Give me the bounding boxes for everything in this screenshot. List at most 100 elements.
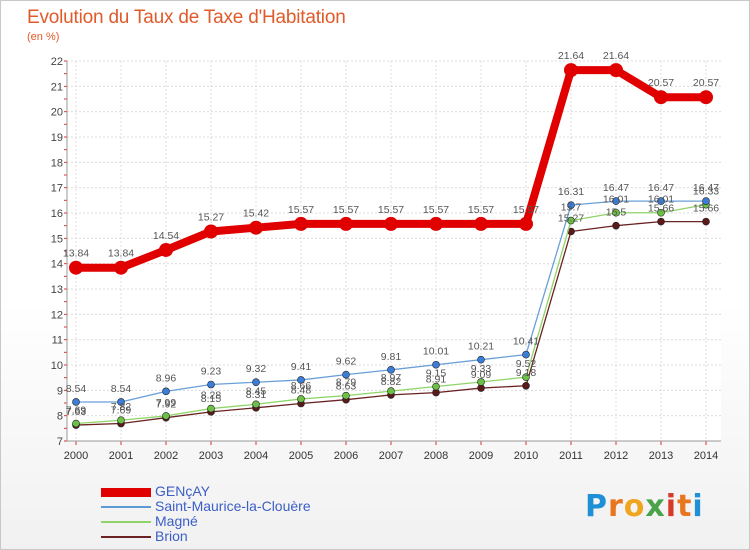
data-label: 10.21 bbox=[468, 341, 494, 353]
data-point bbox=[72, 419, 80, 428]
data-label: 9.15 bbox=[426, 368, 447, 380]
data-point bbox=[252, 400, 260, 409]
y-tick-label: 17 bbox=[51, 183, 63, 195]
x-tick-label: 2001 bbox=[109, 450, 133, 462]
data-label: 8.63 bbox=[336, 381, 357, 393]
data-label: 8.48 bbox=[291, 385, 312, 397]
x-tick-label: 2008 bbox=[424, 450, 448, 462]
data-point bbox=[384, 216, 398, 231]
y-tick-label: 20 bbox=[51, 107, 63, 119]
data-label: 21.64 bbox=[603, 50, 629, 62]
data-point bbox=[522, 381, 530, 390]
data-label: 8.15 bbox=[201, 393, 222, 405]
data-point bbox=[72, 398, 80, 406]
data-label: 8.54 bbox=[111, 383, 132, 395]
data-point bbox=[432, 382, 440, 391]
data-label: 20.57 bbox=[693, 77, 719, 89]
data-label: 15.57 bbox=[468, 204, 494, 216]
data-point bbox=[699, 90, 713, 105]
data-label: 16.01 bbox=[603, 194, 629, 206]
x-tick-label: 2000 bbox=[64, 450, 88, 462]
data-point bbox=[387, 387, 395, 395]
data-label: 7.69 bbox=[66, 405, 87, 417]
data-label: 8.96 bbox=[156, 372, 177, 384]
data-point bbox=[474, 216, 488, 231]
data-label: 8.79 bbox=[336, 377, 357, 389]
data-point bbox=[162, 387, 170, 396]
line-chart: 7 8 9 10 11 12 13 14 15 16 17 18 19 20 21 22 2000 2001 200… bbox=[51, 50, 721, 462]
data-point bbox=[204, 224, 218, 239]
logo-letter: i bbox=[665, 489, 678, 524]
data-label: 15.42 bbox=[243, 208, 269, 220]
y-tick-label: 15 bbox=[51, 233, 63, 245]
data-label: 9.41 bbox=[291, 361, 312, 373]
logo-letter: P bbox=[585, 489, 608, 524]
logo-letter: i bbox=[692, 489, 704, 524]
legend-swatch bbox=[101, 487, 151, 497]
legend-label: Magné bbox=[155, 513, 198, 529]
data-label: 8.28 bbox=[201, 390, 222, 402]
data-label: 15.5 bbox=[606, 207, 627, 219]
chart-subtitle: (en %) bbox=[27, 31, 60, 43]
data-point bbox=[207, 404, 215, 413]
data-point bbox=[657, 217, 665, 226]
chart-title: Evolution du Taux de Taxe d'Habitation bbox=[27, 7, 346, 28]
data-label: 9.32 bbox=[246, 363, 267, 375]
x-tick-label: 2003 bbox=[199, 450, 223, 462]
logo-letter: o bbox=[623, 489, 646, 524]
y-tick-label: 13 bbox=[51, 284, 63, 296]
data-label: 8.54 bbox=[66, 383, 87, 395]
data-point bbox=[564, 63, 578, 78]
data-point bbox=[702, 217, 710, 226]
data-point bbox=[612, 208, 620, 217]
data-point bbox=[162, 412, 170, 420]
data-point bbox=[477, 378, 485, 386]
logo-letter: x bbox=[645, 489, 666, 524]
data-label: 9.18 bbox=[516, 367, 537, 379]
x-tick-label: 2013 bbox=[649, 450, 673, 462]
legend-swatch bbox=[101, 536, 151, 538]
data-label: 7.92 bbox=[156, 399, 177, 411]
data-label: 16.33 bbox=[693, 186, 719, 198]
data-label: 8.66 bbox=[291, 380, 312, 392]
data-label: 7.82 bbox=[111, 401, 132, 413]
y-tick-label: 14 bbox=[51, 259, 63, 271]
data-label: 9.09 bbox=[471, 369, 492, 381]
data-point bbox=[249, 220, 263, 235]
y-tick-label: 11 bbox=[52, 335, 63, 347]
data-label: 15.57 bbox=[378, 204, 404, 216]
legend-label: GENçAY bbox=[155, 483, 210, 499]
data-point bbox=[297, 395, 305, 403]
y-tick-label: 19 bbox=[51, 132, 63, 144]
data-label: 9.52 bbox=[516, 358, 537, 370]
data-label: 8.82 bbox=[381, 376, 402, 388]
legend-swatch bbox=[101, 521, 151, 523]
data-label: 15.27 bbox=[558, 212, 584, 224]
data-point bbox=[114, 260, 128, 275]
x-tick-label: 2007 bbox=[379, 450, 403, 462]
data-point bbox=[297, 376, 305, 384]
data-label: 10.41 bbox=[513, 336, 539, 348]
data-point bbox=[159, 242, 173, 257]
data-label: 15.27 bbox=[198, 211, 224, 223]
x-tick-label: 2006 bbox=[334, 450, 358, 462]
data-label: 15.57 bbox=[423, 204, 449, 216]
data-point bbox=[522, 350, 530, 359]
data-label: 14.54 bbox=[153, 230, 179, 242]
data-label: 13.84 bbox=[108, 248, 134, 260]
y-tick-label: 10 bbox=[51, 360, 63, 372]
legend-swatch bbox=[101, 506, 151, 508]
data-label: 9.81 bbox=[381, 351, 402, 363]
legend-label: Saint-Maurice-la-Clouère bbox=[155, 498, 311, 514]
data-label: 9.62 bbox=[336, 356, 357, 368]
data-point bbox=[657, 208, 665, 217]
x-tick-label: 2012 bbox=[604, 450, 628, 462]
data-point bbox=[387, 366, 395, 374]
plot-area bbox=[67, 61, 721, 441]
y-tick-label: 12 bbox=[51, 309, 63, 321]
data-label: 15.57 bbox=[513, 204, 539, 216]
data-label: 16.47 bbox=[603, 182, 629, 194]
x-tick-label: 2011 bbox=[559, 450, 583, 462]
data-point bbox=[69, 260, 83, 275]
